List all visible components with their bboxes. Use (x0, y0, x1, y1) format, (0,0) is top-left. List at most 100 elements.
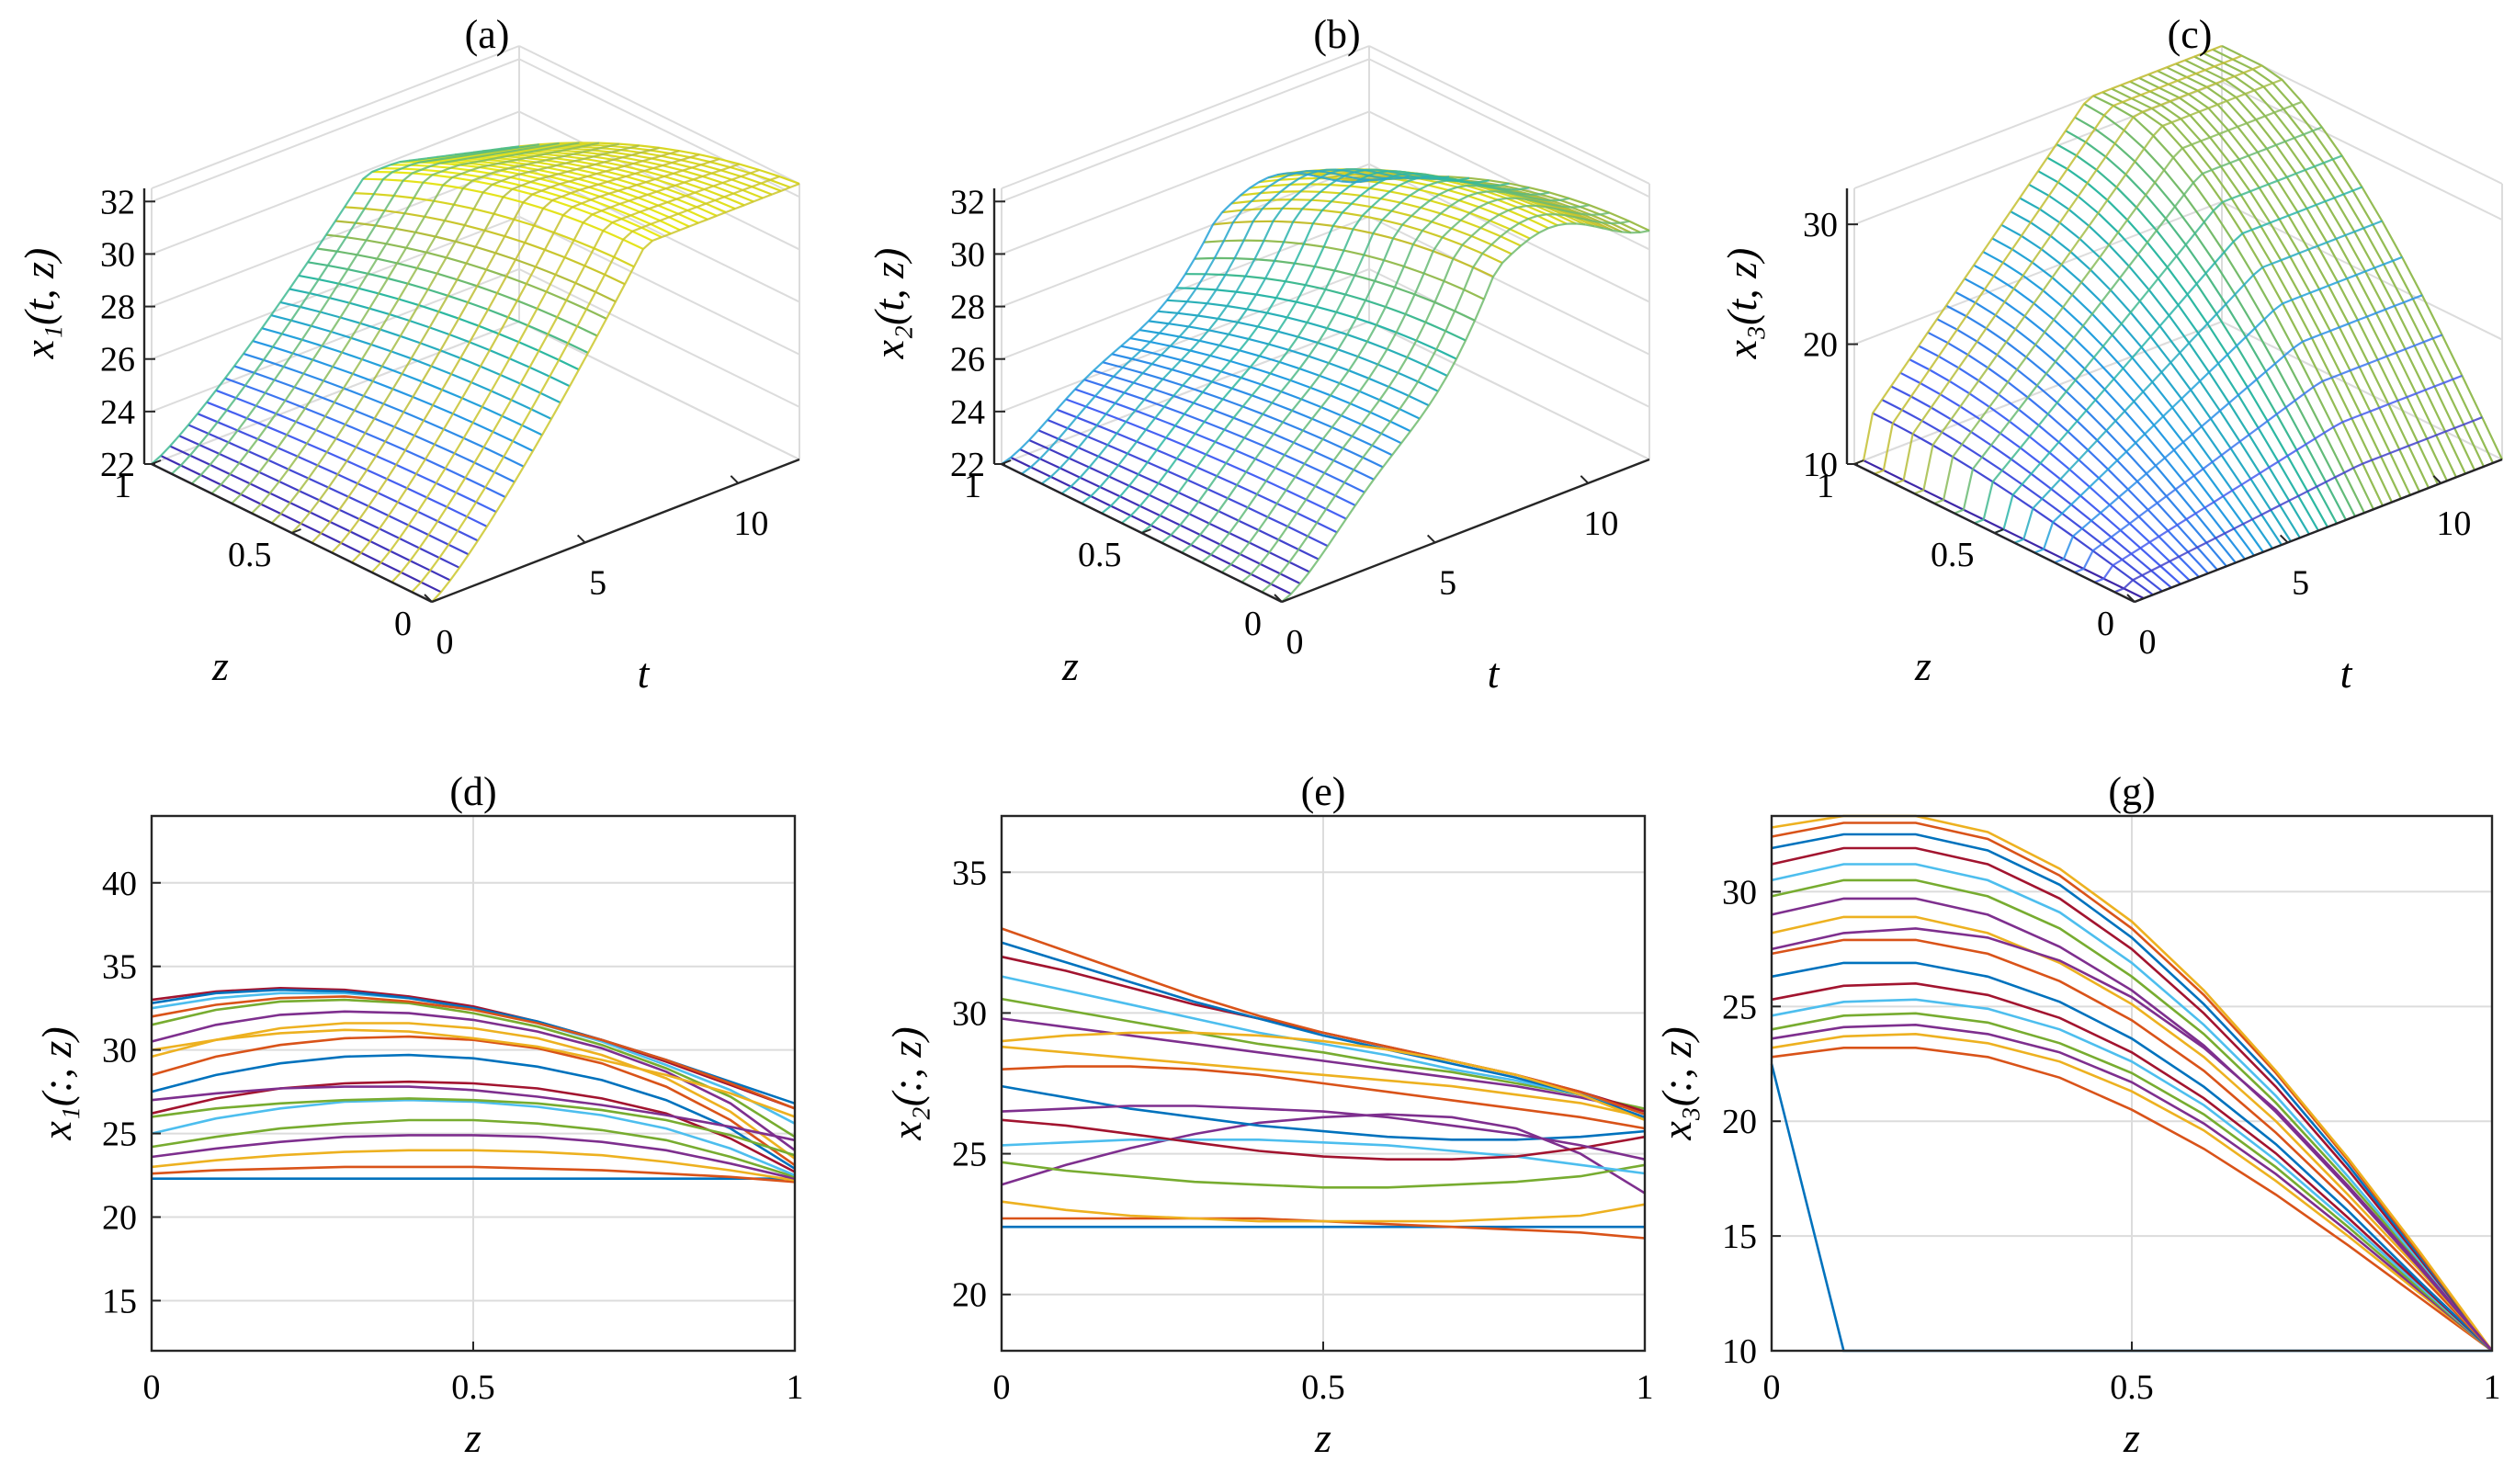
t-axis-label: t (2340, 650, 2353, 697)
z-tick-mark (1853, 459, 1864, 465)
mesh-line-z (1281, 222, 1650, 603)
y-tick-label: 25 (1722, 988, 1757, 1026)
mesh-line-z (151, 145, 520, 465)
series-line-t4 (1771, 1023, 2493, 1353)
series-line-t14 (1771, 846, 2494, 1352)
x-tick-label: 1 (2484, 1368, 2501, 1407)
panel-title: (b) (1313, 12, 1360, 57)
series-line-t18 (1771, 927, 2493, 1352)
value-tick-label: 10 (1803, 446, 1838, 484)
value-tick-label: 20 (1803, 326, 1838, 365)
mesh-line-z (1060, 168, 1430, 494)
series-line-t8 (151, 1053, 796, 1170)
y-tick-label: 30 (1722, 873, 1757, 912)
mesh-line-z (1261, 213, 1630, 594)
value-tick-label: 22 (100, 446, 135, 484)
y-tick-label: 20 (952, 1276, 987, 1315)
t-tick-label: 5 (2292, 563, 2309, 602)
mesh-line-t (1157, 310, 1439, 392)
series-line-t2 (151, 1165, 796, 1184)
value-tick-label: 28 (950, 289, 985, 327)
z-tick-label: 1 (1817, 467, 1834, 505)
t-tick-label: 0 (2139, 623, 2157, 662)
x-tick-label: 0.5 (2110, 1368, 2154, 1407)
series-line-t7 (1771, 981, 2493, 1352)
mesh-line-z (2054, 294, 2423, 564)
pane-edge (151, 45, 520, 189)
series-line-t16 (151, 995, 796, 1110)
value-tick-label: 26 (950, 341, 985, 379)
panel-title: (c) (2168, 12, 2213, 57)
t-tick-mark (1274, 594, 1283, 603)
mesh-line-z (1101, 170, 1470, 515)
series-line-t13 (1001, 975, 1646, 1113)
value-axis-label: x₂(t, z) (866, 248, 912, 360)
x-tick-label: 0.5 (451, 1368, 495, 1407)
value-tick-label: 24 (100, 393, 135, 432)
z-tick-mark (291, 528, 301, 534)
mesh-line-z (251, 142, 620, 515)
series-line-t2 (1771, 1047, 2493, 1353)
series-line-t9 (1771, 938, 2493, 1352)
mesh-line-z (1220, 197, 1590, 573)
z-tick-label: 0.5 (1078, 536, 1122, 574)
y-tick-label: 35 (952, 854, 987, 892)
mesh-line-z (1021, 169, 1390, 475)
y-tick-label: 30 (952, 994, 987, 1033)
z-tick-mark (1001, 459, 1012, 465)
series-line-t17 (151, 1028, 796, 1118)
series-line-t5 (151, 1118, 796, 1179)
series-line-t7 (151, 1080, 796, 1173)
mesh-line-z (171, 143, 539, 475)
series-line-t16 (1771, 821, 2494, 1352)
y-tick-label: 10 (1722, 1332, 1757, 1371)
x-tick-label: 0 (1763, 1368, 1781, 1407)
value-tick-label: 32 (950, 183, 985, 221)
z-tick-mark (2134, 597, 2145, 603)
z-tick-label: 1 (964, 467, 981, 505)
series-line-t11 (1771, 897, 2493, 1352)
mesh-line-t (2147, 74, 2430, 489)
z-tick-label: 0.5 (1931, 536, 1975, 574)
panel-title: (g) (2108, 769, 2155, 814)
mesh-line-z (210, 142, 580, 494)
t-tick-mark (424, 594, 433, 603)
t-tick-label: 0 (436, 623, 454, 662)
z-tick-mark (1994, 528, 2004, 534)
t-tick-label: 0 (1286, 623, 1304, 662)
series-line-t8 (1771, 961, 2493, 1352)
t-axis-label: t (1488, 650, 1501, 697)
mesh-line-z (2013, 220, 2383, 544)
mesh-line-z (311, 150, 680, 544)
surface-chart-a: 22 24 26 28 30 32 0 5 10 0 0.5 1 (a) t z x₁(t, z) (16, 12, 800, 697)
y-axis-label: x₂(:, z) (883, 1026, 930, 1140)
mesh-line-t (1166, 299, 1448, 377)
mesh-line-t (2129, 80, 2411, 496)
mesh-line-z (1040, 168, 1410, 485)
x-axis-label: z (2123, 1414, 2140, 1461)
value-tick-label: 30 (1803, 206, 1838, 244)
series-line-t3 (1001, 1200, 1646, 1223)
series-line-t13 (1771, 863, 2494, 1352)
pane-edge (518, 45, 800, 185)
t-tick-label: 10 (2436, 504, 2471, 543)
series-line-t4 (151, 1134, 796, 1180)
t-tick-mark (576, 534, 586, 544)
y-axis-label: x₁(:, z) (33, 1026, 80, 1140)
mesh-line-z (270, 144, 640, 525)
series-line-t18 (151, 1085, 796, 1142)
z-tick-mark (1141, 528, 1151, 534)
value-tick-label: 30 (100, 235, 135, 274)
series-line-t3 (151, 1149, 796, 1182)
z-axis-label: z (1061, 642, 1079, 689)
series-line-t3 (1771, 1032, 2493, 1353)
series-line-t12 (151, 998, 796, 1138)
y-tick-label: 25 (102, 1116, 137, 1154)
mesh-line-z (1241, 204, 1610, 583)
mesh-line-z (1140, 176, 1510, 534)
mesh-line-z (411, 176, 780, 594)
mesh-line-z (1994, 186, 2362, 535)
mesh-line-z (1081, 168, 1450, 504)
t-tick-mark (730, 475, 740, 484)
